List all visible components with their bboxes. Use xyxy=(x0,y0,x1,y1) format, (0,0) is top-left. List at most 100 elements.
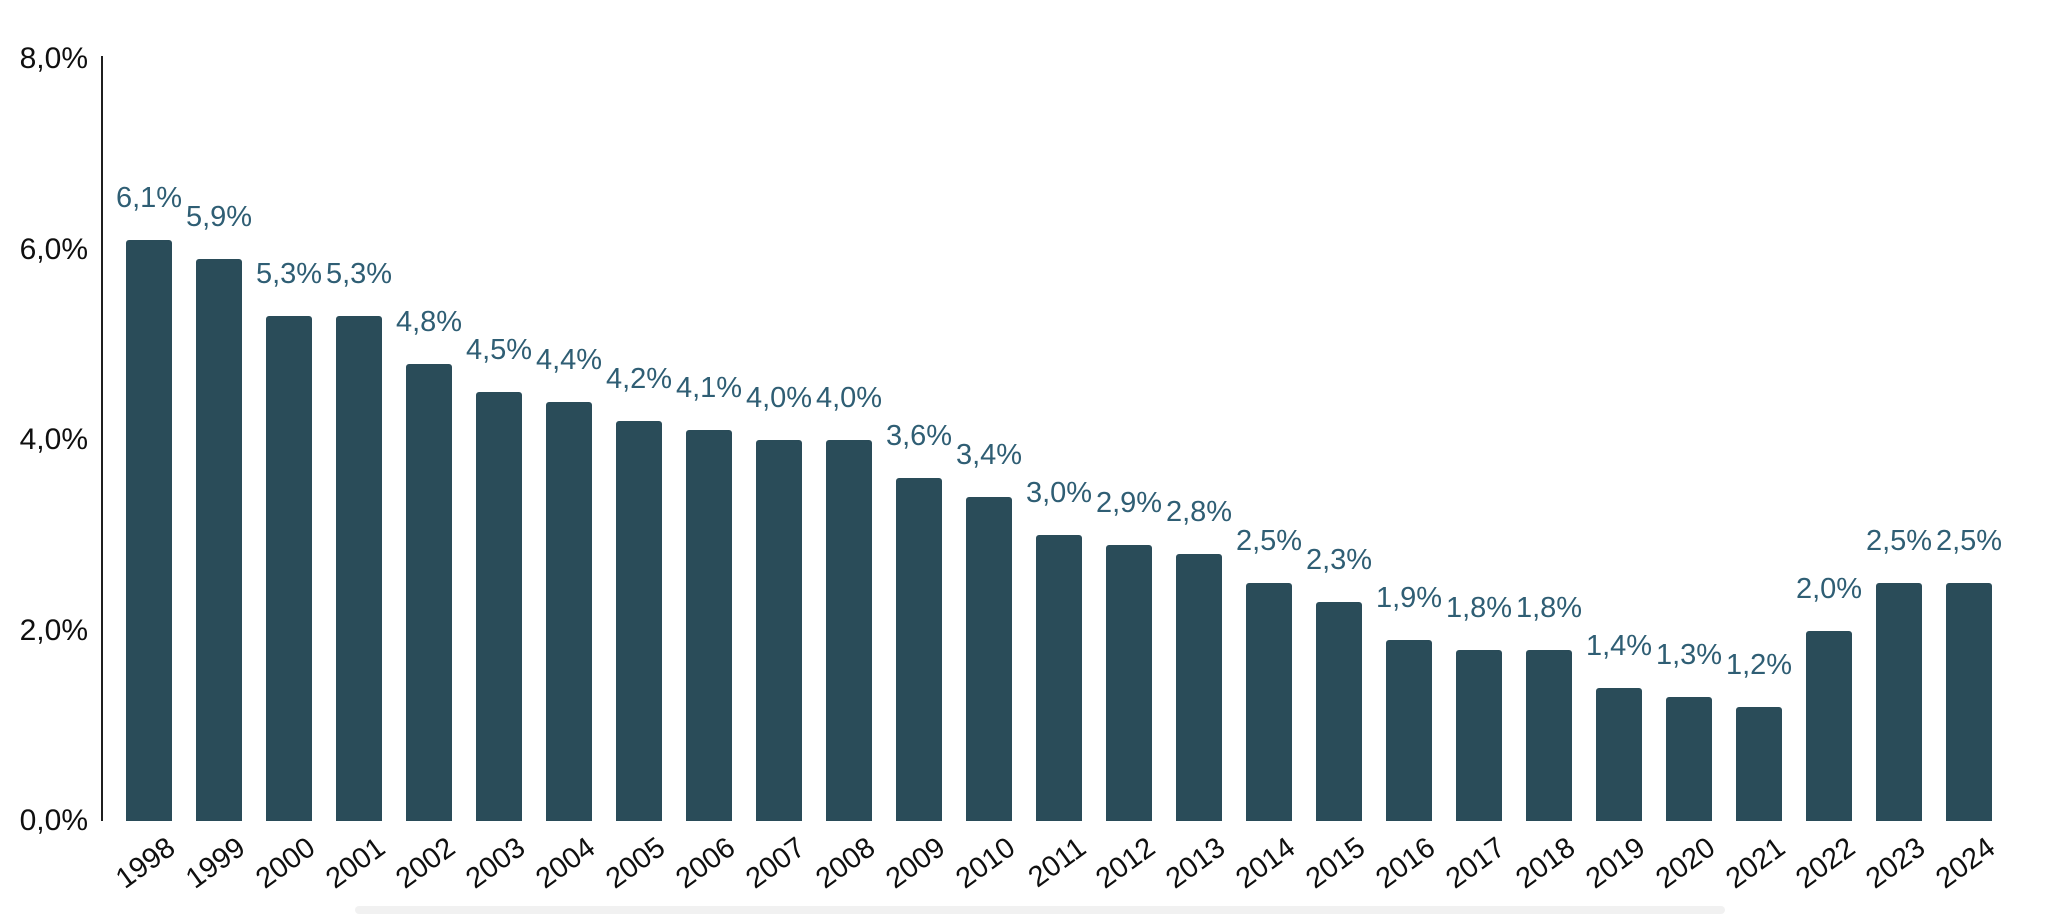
bar-value-label: 1,4% xyxy=(1585,629,1653,662)
x-tick-2001: 2001 xyxy=(320,831,392,896)
bar-group-2006: 4,1% 2006 xyxy=(671,59,744,895)
bar-2000 xyxy=(266,316,312,821)
bar-group-2003: 4,5% 2003 xyxy=(461,59,534,895)
y-axis-tick-label: 0,0% xyxy=(19,804,88,837)
bar-2001 xyxy=(336,316,382,821)
bar-2014 xyxy=(1246,582,1292,821)
x-tick-2002: 2002 xyxy=(390,831,462,896)
x-tick-2024: 2024 xyxy=(1930,831,2002,896)
x-tick-2009: 2009 xyxy=(880,831,952,896)
bar-group-2023: 2,5% 2023 xyxy=(1861,59,1934,895)
bar-2004 xyxy=(546,401,592,821)
bar-group-2013: 2,8% 2013 xyxy=(1161,59,1234,895)
bar-group-2012: 2,9% 2012 xyxy=(1091,59,1164,895)
bar-value-label: 5,3% xyxy=(325,258,393,291)
bar-2003 xyxy=(476,392,522,821)
y-axis-tick-label: 4,0% xyxy=(19,423,88,456)
bar-value-label: 2,3% xyxy=(1305,543,1373,576)
bar-2015 xyxy=(1316,601,1362,821)
bar-value-label: 4,0% xyxy=(745,382,813,414)
bar-2012 xyxy=(1106,544,1152,821)
y-axis-tick-label: 6,0% xyxy=(19,232,88,266)
bar-group-2018: 1,8% 2018 xyxy=(1511,59,1584,895)
bar-group-1998: 6,1% 1998 xyxy=(111,59,184,895)
bar-value-label: 3,0% xyxy=(1025,477,1093,510)
x-tick-2007: 2007 xyxy=(740,831,812,896)
x-tick-2016: 2016 xyxy=(1370,831,1442,896)
x-tick-2003: 2003 xyxy=(460,831,532,896)
bar-group-2016: 1,9% 2016 xyxy=(1371,59,1444,896)
bar-value-label: 2,8% xyxy=(1165,496,1233,529)
bar-group-2015: 2,3% 2015 xyxy=(1301,59,1374,895)
bar-value-label: 4,4% xyxy=(535,343,603,376)
bar-value-label: 2,0% xyxy=(1795,572,1863,605)
plot-area: 6,1% 1998 5,9% 1999 5,3% 2000 5,3% 2001 4,8% 2002… xyxy=(111,59,2004,896)
bar-value-label: 6,1% xyxy=(115,181,183,214)
bar-value-label: 1,8% xyxy=(1515,591,1583,624)
bar-value-label: 5,3% xyxy=(255,258,323,291)
bar-group-2001: 5,3% 2001 xyxy=(321,59,394,896)
bar-value-label: 3,4% xyxy=(955,439,1023,472)
bar-group-2019: 1,4% 2019 xyxy=(1581,59,1654,895)
bar-value-label: 1,2% xyxy=(1725,648,1793,681)
y-axis-line xyxy=(101,56,103,821)
y-axis-tick-label: 8,0% xyxy=(19,42,88,75)
bar-2005 xyxy=(616,420,662,821)
bar-group-2017: 1,8% 2017 xyxy=(1441,59,1514,895)
bar-group-2022: 2,0% 2022 xyxy=(1791,59,1864,895)
x-tick-1999: 1999 xyxy=(180,831,252,896)
x-tick-2014: 2014 xyxy=(1230,831,1302,896)
bar-value-label: 4,1% xyxy=(675,372,743,405)
x-tick-2017: 2017 xyxy=(1440,831,1512,896)
bar-group-2014: 2,5% 2014 xyxy=(1231,59,1304,895)
bar-2019 xyxy=(1596,687,1642,821)
bar-value-label: 3,6% xyxy=(885,420,953,453)
bar-1998 xyxy=(126,239,172,821)
x-tick-2000: 2000 xyxy=(250,831,322,896)
bar-value-label: 4,0% xyxy=(815,382,883,414)
bar-group-1999: 5,9% 1999 xyxy=(181,59,254,896)
bar-value-label: 2,9% xyxy=(1095,486,1163,519)
bar-2013 xyxy=(1176,554,1222,821)
bar-value-label: 4,2% xyxy=(605,362,673,395)
bar-2018 xyxy=(1526,649,1572,821)
bar-2009 xyxy=(896,478,942,821)
bar-group-2008: 4,0% 2008 xyxy=(811,59,884,896)
bar-group-2004: 4,4% 2004 xyxy=(531,59,604,895)
bar-2006 xyxy=(686,430,732,821)
bar-group-2011: 3,0% 2011 xyxy=(1022,59,1094,894)
bar-2023 xyxy=(1876,582,1922,821)
bar-group-2009: 3,6% 2009 xyxy=(881,59,954,896)
bar-2010 xyxy=(966,497,1012,821)
x-tick-2006: 2006 xyxy=(670,831,742,896)
bar-value-label: 2,5% xyxy=(1235,524,1303,557)
x-tick-2004: 2004 xyxy=(530,831,602,896)
bar-group-2005: 4,2% 2005 xyxy=(601,59,674,895)
bar-2022 xyxy=(1806,630,1852,821)
bar-2016 xyxy=(1386,640,1432,821)
bar-2002 xyxy=(406,363,452,821)
bottom-divider xyxy=(355,906,1725,914)
y-axis-tick-label: 2,0% xyxy=(19,613,88,647)
bar-2011 xyxy=(1036,535,1082,821)
x-tick-2015: 2015 xyxy=(1300,831,1372,896)
bar-group-2024: 2,5% 2024 xyxy=(1931,59,2004,895)
x-tick-2008: 2008 xyxy=(810,831,882,896)
bar-2024 xyxy=(1946,582,1992,821)
bar-1999 xyxy=(196,259,242,821)
bar-value-label: 1,8% xyxy=(1445,591,1513,624)
x-tick-2011: 2011 xyxy=(1022,831,1092,894)
bar-value-label: 4,5% xyxy=(465,334,533,367)
bar-group-2010: 3,4% 2010 xyxy=(951,59,1024,896)
bar-2017 xyxy=(1456,649,1502,821)
bar-group-2020: 1,3% 2020 xyxy=(1651,59,1724,896)
bar-value-label: 2,5% xyxy=(1935,524,2003,557)
x-tick-2005: 2005 xyxy=(600,831,672,896)
bar-value-label: 4,8% xyxy=(395,305,463,338)
x-tick-2021: 2021 xyxy=(1720,831,1792,896)
bar-group-2000: 5,3% 2000 xyxy=(251,59,324,896)
bar-2020 xyxy=(1666,697,1712,821)
bar-2008 xyxy=(826,440,872,821)
x-tick-2018: 2018 xyxy=(1510,831,1582,896)
x-tick-2019: 2019 xyxy=(1580,831,1652,896)
